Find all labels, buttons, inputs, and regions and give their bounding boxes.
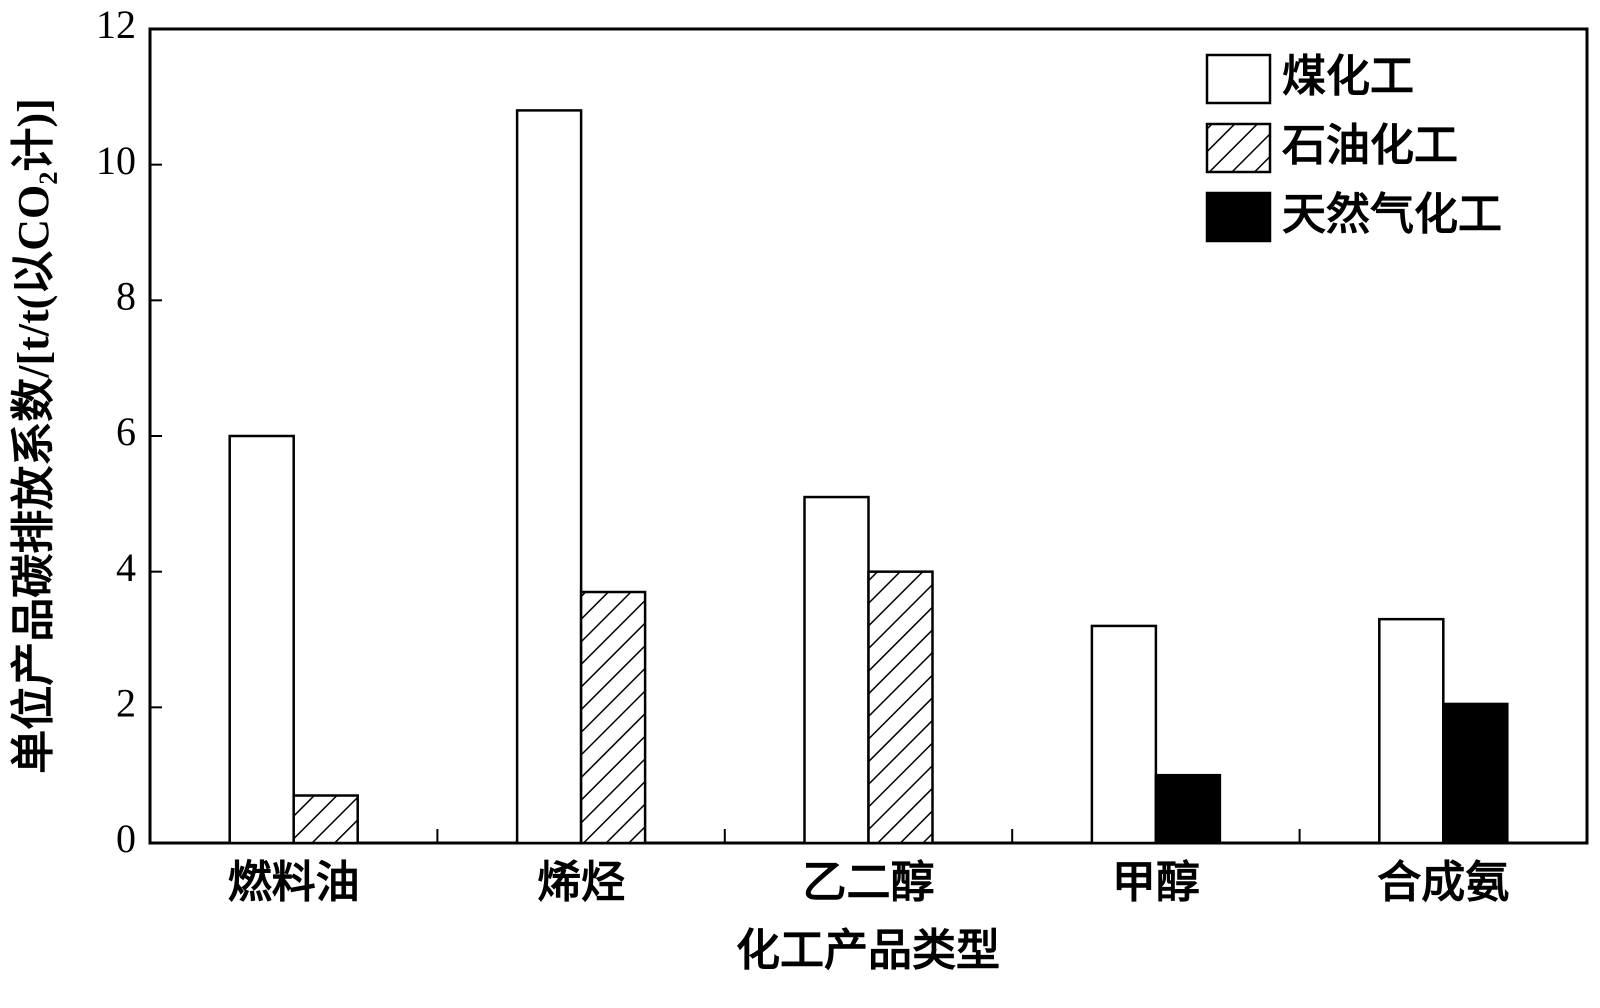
y-axis-title: 单位产品碳排放系数/[t/t(以CO₂计)] xyxy=(9,98,58,774)
bar xyxy=(1442,702,1509,845)
x-tick-label: 燃料油 xyxy=(228,858,360,907)
y-tick-label: 8 xyxy=(116,274,136,319)
x-tick-label: 甲醇 xyxy=(1112,858,1200,907)
x-tick-label: 乙二醇 xyxy=(803,858,935,907)
legend-label: 煤化工 xyxy=(1282,52,1414,101)
y-tick-label: 2 xyxy=(116,681,136,726)
legend-swatch xyxy=(1205,191,1272,243)
bar xyxy=(803,495,870,845)
y-tick-label: 0 xyxy=(116,816,136,861)
y-tick-label: 10 xyxy=(96,138,136,183)
y-tick-label: 6 xyxy=(116,409,136,454)
x-tick-label: 烯烃 xyxy=(537,858,625,907)
bar xyxy=(1154,773,1222,845)
bar xyxy=(1378,617,1445,845)
legend-label: 石油化工 xyxy=(1282,121,1458,170)
bar xyxy=(579,590,647,845)
bar xyxy=(515,109,583,845)
bar xyxy=(867,570,934,845)
y-tick-label: 12 xyxy=(96,2,136,47)
legend-swatch xyxy=(1205,53,1272,105)
bar xyxy=(292,794,359,845)
legend-swatch xyxy=(1205,122,1272,174)
bar xyxy=(1090,624,1158,845)
bar xyxy=(228,434,295,845)
x-axis-title: 化工产品类型 xyxy=(736,926,1000,975)
y-tick-label: 4 xyxy=(116,545,136,590)
legend-label: 天然气化工 xyxy=(1282,190,1502,239)
x-tick-label: 合成氨 xyxy=(1377,858,1509,907)
